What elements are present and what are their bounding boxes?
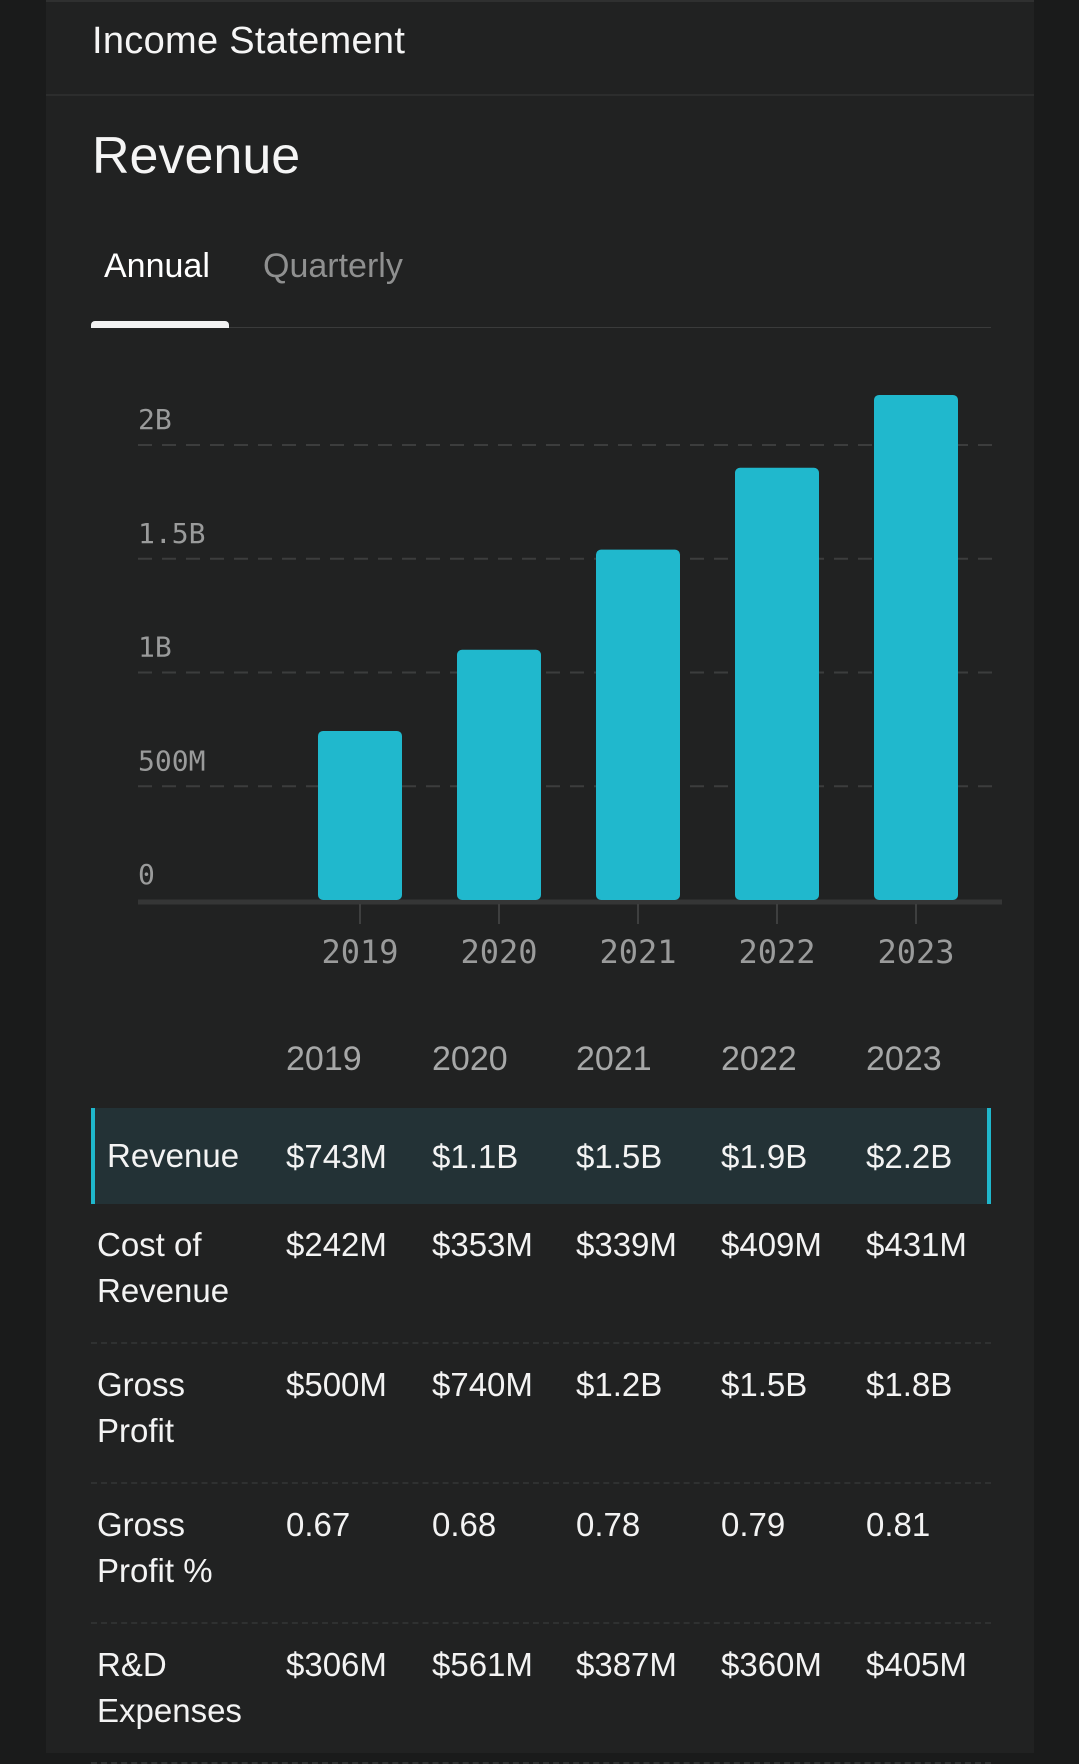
tab-annual[interactable]: Annual <box>104 247 210 285</box>
table-row[interactable]: Gross Profit $500M $740M $1.2B $1.5B $1.8B <box>91 1344 991 1484</box>
row-label: Gross Profit <box>97 1366 186 1449</box>
table-row[interactable]: R&D Expenses $306M $561M $387M $360M $405M <box>91 1624 991 1764</box>
column-header: 2023 <box>866 1040 942 1078</box>
table-cell: 0.67 <box>286 1506 351 1543</box>
panel-header: Income Statement <box>46 0 1034 96</box>
panel-title: Income Statement <box>92 20 406 62</box>
y-tick-label: 2B <box>138 403 172 436</box>
table-cell: $1.1B <box>432 1138 519 1175</box>
income-statement-panel: Income Statement Revenue Annual Quarterl… <box>46 0 1034 1764</box>
column-header: 2022 <box>721 1040 797 1078</box>
bar-2023[interactable] <box>874 394 958 900</box>
table-cell: $242M <box>286 1226 387 1263</box>
period-tabs: Annual Quarterly <box>91 235 991 328</box>
y-tick-label: 0 <box>138 858 155 891</box>
y-tick-label: 1B <box>138 631 172 664</box>
revenue-bar-chart: 0 500M 1B 1.5B 2B 2019 2020 2021 2022 2023 <box>138 394 1002 971</box>
table-cell: $431M <box>866 1226 967 1263</box>
table-cell: $339M <box>576 1226 677 1263</box>
x-tick-label: 2019 <box>321 933 398 971</box>
table-cell: $1.2B <box>576 1366 663 1403</box>
x-tick-label: 2020 <box>460 933 537 971</box>
active-tab-indicator <box>91 321 229 328</box>
table-cell: $306M <box>286 1646 387 1683</box>
x-tick-label: 2022 <box>738 933 815 971</box>
table-cell: $409M <box>721 1226 822 1263</box>
table-cell: $2.2B <box>866 1138 953 1175</box>
table-cell: 0.81 <box>866 1506 931 1543</box>
column-header: 2021 <box>576 1040 652 1078</box>
row-label: R&D Expenses <box>97 1646 242 1729</box>
table-cell: $387M <box>576 1646 677 1683</box>
table-cell: $1.5B <box>721 1366 808 1403</box>
bar-2019[interactable] <box>318 730 402 900</box>
table-cell: $353M <box>432 1226 533 1263</box>
table-cell: 0.78 <box>576 1506 641 1543</box>
table-row[interactable]: Gross Profit % 0.67 0.68 0.78 0.79 0.81 <box>91 1484 991 1624</box>
bar-2020[interactable] <box>457 649 541 900</box>
column-header: 2019 <box>286 1040 362 1078</box>
table-cell: $1.5B <box>576 1138 663 1175</box>
table-row[interactable]: Revenue $743M $1.1B $1.5B $1.9B $2.2B <box>91 1108 991 1204</box>
table-cell: $500M <box>286 1366 387 1403</box>
y-tick-label: 1.5B <box>138 517 205 550</box>
row-label: Cost of Revenue <box>97 1226 230 1309</box>
bar-2022[interactable] <box>735 467 819 900</box>
table-cell: $405M <box>866 1646 967 1683</box>
table-row[interactable]: Cost of Revenue $242M $353M $339M $409M $431M <box>91 1204 991 1344</box>
y-tick-label: 500M <box>138 744 205 777</box>
table-cell: $1.8B <box>866 1366 953 1403</box>
table-cell: 0.68 <box>432 1506 497 1543</box>
column-header: 2020 <box>432 1040 508 1078</box>
table-cell: $1.9B <box>721 1138 808 1175</box>
table-cell: $743M <box>286 1138 387 1175</box>
x-tick-label: 2021 <box>599 933 676 971</box>
row-label: Gross Profit % <box>97 1506 213 1589</box>
table-cell: $360M <box>721 1646 822 1683</box>
table-cell: $740M <box>432 1366 533 1403</box>
x-tick-label: 2023 <box>877 933 954 971</box>
bar-2021[interactable] <box>596 549 680 900</box>
section-title: Revenue <box>92 127 301 185</box>
table-cell: 0.79 <box>721 1506 786 1543</box>
table-cell: $561M <box>432 1646 533 1683</box>
tab-quarterly[interactable]: Quarterly <box>263 247 403 285</box>
row-label: Revenue <box>107 1137 240 1174</box>
